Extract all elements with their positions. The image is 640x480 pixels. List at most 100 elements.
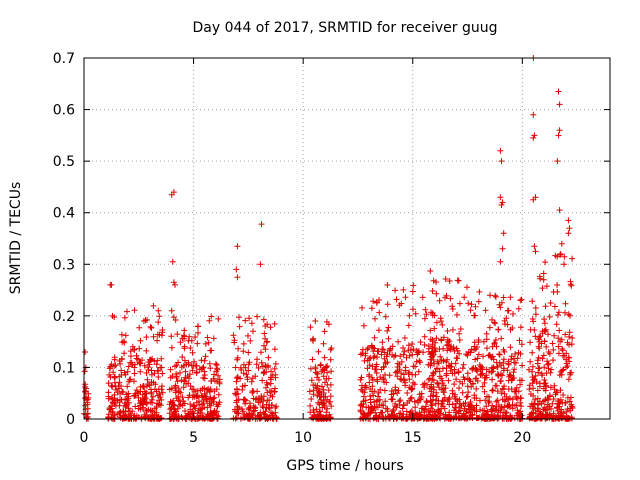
data-point (373, 404, 380, 411)
data-point (444, 398, 451, 405)
data-point (419, 294, 426, 301)
data-point (181, 378, 188, 385)
data-point (568, 282, 575, 289)
data-point (517, 324, 524, 331)
data-point (255, 365, 262, 371)
data-point (198, 357, 205, 364)
data-point (558, 415, 565, 422)
data-point (154, 331, 161, 338)
data-point (108, 281, 115, 288)
data-point (201, 390, 208, 397)
data-point (394, 390, 401, 397)
data-point (569, 255, 576, 262)
data-point (129, 343, 136, 350)
data-point (385, 324, 392, 331)
data-point (529, 403, 536, 410)
data-point (559, 399, 566, 406)
data-point (460, 401, 467, 407)
data-point (318, 396, 325, 403)
data-point (84, 401, 91, 408)
data-point (568, 341, 575, 348)
data-point (325, 321, 332, 328)
data-point (366, 362, 373, 369)
data-point (257, 409, 264, 416)
data-point (312, 364, 319, 371)
data-point (216, 399, 223, 406)
data-point (482, 307, 489, 314)
data-point (532, 311, 539, 318)
data-point (446, 278, 453, 284)
data-point (264, 397, 271, 404)
data-point (464, 352, 471, 359)
data-point (259, 377, 266, 384)
data-point (179, 394, 186, 401)
data-point (267, 392, 274, 399)
data-point (400, 351, 407, 358)
data-point (510, 311, 516, 317)
data-point (423, 311, 430, 318)
data-point (254, 313, 261, 320)
data-point (542, 326, 549, 333)
data-point (132, 403, 139, 410)
data-point (489, 387, 496, 393)
data-point (258, 349, 264, 356)
data-point (310, 335, 317, 342)
data-point (155, 401, 162, 408)
data-point (421, 333, 428, 340)
data-point (421, 315, 428, 322)
data-point (480, 353, 486, 360)
data-point (235, 396, 242, 403)
data-point (268, 368, 274, 375)
data-point (559, 345, 566, 352)
data-point (139, 357, 145, 364)
data-point (135, 405, 142, 412)
data-point (207, 402, 214, 409)
data-point (453, 414, 460, 421)
data-point (158, 396, 165, 403)
data-point (543, 343, 550, 350)
data-point (202, 340, 209, 347)
data-point (370, 407, 377, 414)
data-point (120, 408, 127, 414)
data-point (236, 314, 242, 321)
data-point (438, 357, 445, 363)
data-point (123, 401, 130, 408)
data-point (529, 316, 536, 322)
data-point (240, 361, 247, 368)
data-point (366, 379, 373, 386)
data-point (444, 339, 451, 345)
data-point (566, 225, 573, 232)
y-tick-label: 0.7 (53, 51, 75, 67)
data-point (308, 414, 315, 421)
data-point (202, 393, 209, 400)
data-point (128, 411, 134, 417)
data-point (238, 366, 245, 373)
data-point (561, 253, 568, 260)
data-point (382, 313, 389, 320)
data-point (485, 399, 492, 406)
data-point (140, 384, 147, 391)
data-point (539, 330, 546, 337)
data-point (118, 367, 125, 374)
data-point (535, 369, 542, 376)
data-point (202, 415, 209, 422)
data-point (361, 357, 368, 364)
data-point (429, 408, 436, 415)
data-point (472, 356, 479, 363)
data-point (380, 376, 387, 383)
data-point (197, 406, 204, 413)
data-point (483, 374, 490, 381)
data-point (422, 306, 429, 313)
data-point (206, 360, 213, 367)
data-point (400, 402, 407, 409)
data-point (154, 337, 161, 344)
data-point (532, 396, 539, 403)
data-point (81, 368, 88, 375)
data-point (434, 380, 441, 387)
data-point (315, 376, 322, 383)
data-point (542, 396, 549, 403)
data-point (436, 297, 443, 304)
data-point (150, 302, 157, 309)
data-point (357, 408, 364, 415)
data-point (159, 327, 166, 333)
